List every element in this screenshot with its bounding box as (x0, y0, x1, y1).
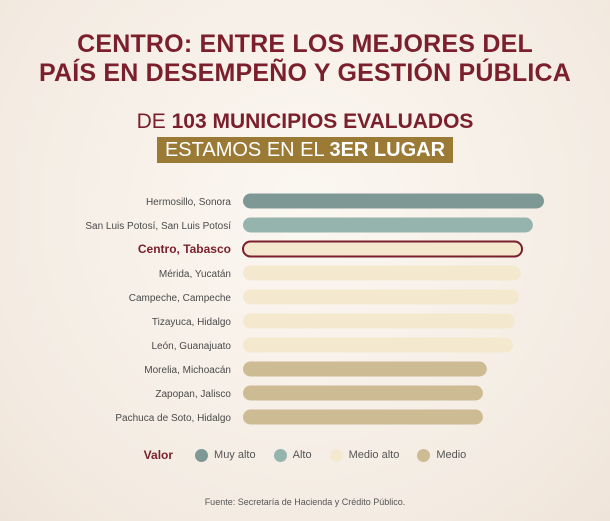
legend-label-medio-alto: Medio alto (348, 449, 400, 461)
rank-banner: ESTAMOS EN EL 3ER LUGAR (156, 137, 454, 163)
subtitle-line-1: DE 103 MUNICIPIOS EVALUADOS (0, 110, 610, 134)
category-label-4: Campeche, Campeche (129, 293, 232, 304)
bar-1 (243, 217, 533, 233)
rank-banner-prefix: ESTAMOS EN EL (164, 139, 324, 161)
category-label-5: Tizayuca, Hidalgo (152, 317, 232, 328)
legend-swatch-muy-alto (195, 448, 209, 462)
legend-item-alto: Alto (273, 448, 312, 462)
rank-banner-bold: 3ER LUGAR (329, 139, 446, 161)
bar-chart: Hermosillo, Sonora San Luis Potosí, San L… (85, 193, 544, 425)
category-label-6: León, Guanajuato (151, 341, 231, 352)
bar-7 (243, 361, 487, 377)
category-label-9: Pachuca de Soto, Hidalgo (115, 413, 231, 424)
subtitle-prefix: DE (136, 110, 166, 133)
legend-label-medio: Medio (436, 449, 467, 461)
category-label-7: Morelia, Michoacán (144, 365, 231, 376)
rank-banner-wrap: ESTAMOS EN EL 3ER LUGAR (0, 137, 610, 163)
category-label-3: Mérida, Yucatán (159, 269, 231, 280)
chart-title: CENTRO: ENTRE LOS MEJORES DEL PAÍS EN DE… (0, 30, 610, 88)
legend-swatch-medio-alto (329, 448, 343, 462)
legend-label-muy-alto: Muy alto (214, 449, 256, 461)
legend-swatch-medio (417, 448, 431, 462)
bar-0 (243, 193, 544, 209)
bar-3 (243, 265, 521, 281)
bar-9 (243, 409, 483, 425)
legend: Valor Muy alto Alto Medio alto Medio (0, 448, 610, 462)
category-label-1: San Luis Potosí, San Luis Potosí (85, 221, 231, 232)
legend-item-medio: Medio (417, 448, 467, 462)
bar-2 (242, 240, 524, 258)
category-label-2: Centro, Tabasco (138, 242, 231, 256)
chart-title-line-2: PAÍS EN DESEMPEÑO Y GESTIÓN PÚBLICA (38, 59, 572, 87)
bar-8 (243, 385, 483, 401)
subtitle-bold: 103 MUNICIPIOS EVALUADOS (171, 110, 474, 133)
legend-item-medio-alto: Medio alto (329, 448, 400, 462)
legend-item-muy-alto: Muy alto (195, 448, 256, 462)
category-label-0: Hermosillo, Sonora (146, 197, 231, 208)
legend-title: Valor (143, 448, 174, 462)
bar-4 (243, 289, 520, 305)
category-label-8: Zapopan, Jalisco (155, 389, 231, 400)
legend-swatch-alto (273, 448, 287, 462)
bar-5 (243, 313, 515, 329)
chart-title-line-1: CENTRO: ENTRE LOS MEJORES DEL (77, 30, 533, 58)
bar-6 (243, 337, 513, 353)
source-note: Fuente: Secretaría de Hacienda y Crédito… (204, 497, 406, 507)
legend-label-alto: Alto (292, 449, 312, 461)
